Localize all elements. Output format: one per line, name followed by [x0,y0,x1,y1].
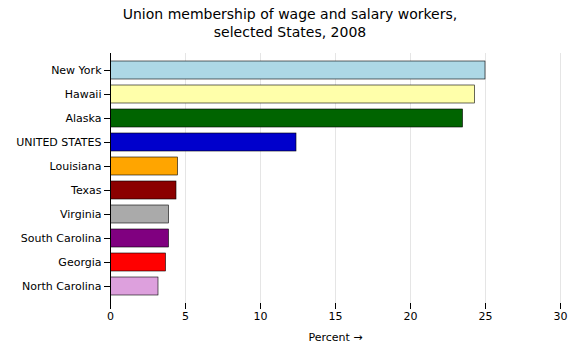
svg-text:New York: New York [51,64,102,77]
svg-text:Georgia: Georgia [58,256,101,269]
svg-text:Louisiana: Louisiana [50,160,102,173]
svg-text:20: 20 [404,310,418,323]
svg-text:Percent →: Percent → [308,331,362,344]
svg-text:South Carolina: South Carolina [21,232,102,245]
svg-text:North Carolina: North Carolina [22,280,102,293]
svg-text:5: 5 [182,310,189,323]
svg-text:Virginia: Virginia [60,208,101,221]
svg-text:0: 0 [107,310,114,323]
svg-text:UNITED STATES: UNITED STATES [16,136,101,149]
svg-text:10: 10 [254,310,268,323]
svg-text:Texas: Texas [70,184,102,197]
svg-text:Hawaii: Hawaii [65,88,102,101]
svg-text:30: 30 [554,310,568,323]
svg-text:25: 25 [479,310,493,323]
html-text:Union membership of wage and s: Union membership of wage and salary work… [122,6,458,40]
svg-text:15: 15 [329,310,343,323]
svg-text:Alaska: Alaska [66,112,102,125]
